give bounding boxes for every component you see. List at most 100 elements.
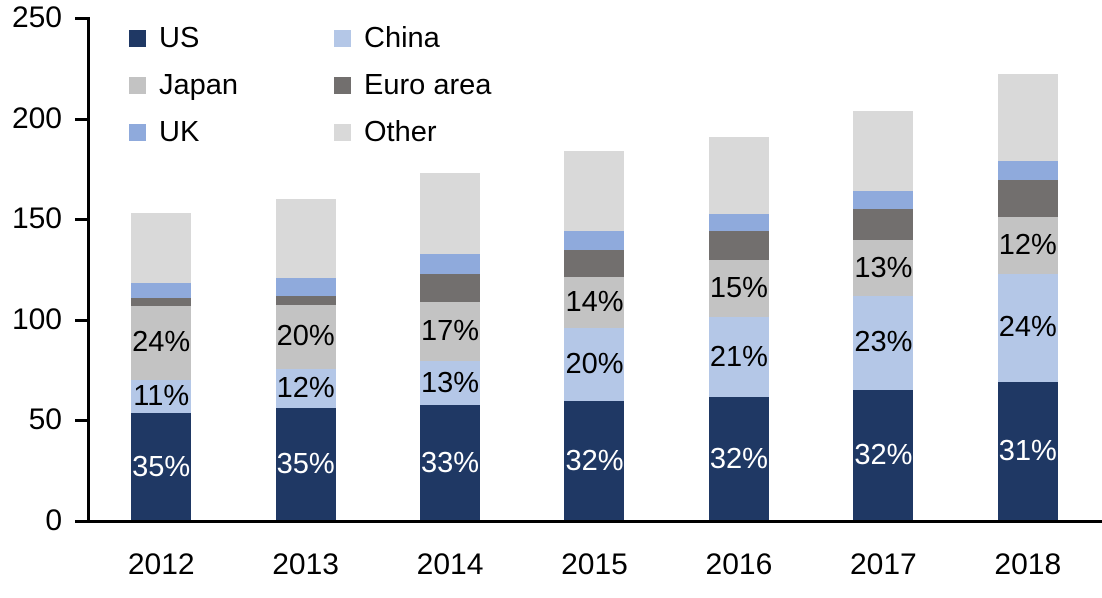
y-tick-100 bbox=[75, 318, 90, 322]
bar-2017-segment-us: 32% bbox=[853, 390, 914, 521]
bar-2018: 31% 24% 12% bbox=[997, 74, 1058, 521]
bar-column-2018: 31% 24% 12% bbox=[956, 18, 1100, 521]
bar-2017-segment-china: 23% bbox=[853, 295, 914, 391]
segment-label-us-2014: 33% bbox=[421, 446, 480, 479]
bar-2014-segment-us: 33% bbox=[420, 405, 481, 521]
segment-label-us-2012: 35% bbox=[132, 450, 191, 483]
bar-2018-segment-uk bbox=[997, 160, 1058, 180]
bar-2018-segment-us: 31% bbox=[997, 382, 1058, 521]
legend-label-euro-area: Euro area bbox=[364, 69, 492, 101]
bar-2015-segment-euro-area bbox=[564, 250, 625, 277]
bar-2018-segment-other bbox=[997, 74, 1058, 161]
bar-2017-segment-euro-area bbox=[853, 209, 914, 241]
bar-2015-segment-china: 20% bbox=[564, 327, 625, 402]
bar-2014-segment-uk bbox=[420, 254, 481, 274]
legend-label-other: Other bbox=[364, 116, 437, 148]
bar-2016-segment-us: 32% bbox=[708, 397, 769, 521]
bar-2013: 35% 12% 20% bbox=[275, 199, 336, 521]
legend-item-us: US bbox=[129, 15, 334, 62]
x-axis-line bbox=[75, 520, 1102, 523]
segment-label-us-2013: 35% bbox=[276, 448, 335, 481]
bar-2018-segment-euro-area bbox=[997, 180, 1058, 218]
bar-2012-segment-other bbox=[131, 213, 192, 283]
x-tick-label-2012: 2012 bbox=[127, 548, 195, 581]
bar-2012-segment-japan: 24% bbox=[131, 305, 192, 381]
segment-label-us-2017: 32% bbox=[854, 439, 913, 472]
bar-2016-segment-japan: 15% bbox=[708, 260, 769, 317]
bar-2017: 32% 23% 13% bbox=[853, 110, 914, 521]
legend-label-us: US bbox=[159, 22, 200, 54]
y-tick-label-100: 100 bbox=[11, 302, 62, 336]
bar-2012: 35% 11% 24% bbox=[131, 213, 192, 521]
segment-label-japan-2013: 20% bbox=[276, 320, 335, 353]
legend-label-china: China bbox=[364, 22, 440, 54]
bar-2016-segment-other bbox=[708, 136, 769, 215]
bar-2016: 32% 21% 15% bbox=[708, 136, 769, 521]
y-tick-label-250: 250 bbox=[11, 1, 62, 34]
bar-2018-segment-china: 24% bbox=[997, 273, 1058, 383]
y-tick-200 bbox=[75, 117, 90, 121]
x-tick-label-2016: 2016 bbox=[705, 548, 773, 581]
segment-label-china-2014: 13% bbox=[421, 366, 480, 399]
x-tick-label-2015: 2015 bbox=[561, 548, 628, 581]
y-tick-150 bbox=[75, 218, 90, 222]
legend-swatch-china bbox=[334, 30, 351, 47]
segment-label-japan-2018: 12% bbox=[998, 228, 1057, 261]
legend-swatch-us bbox=[129, 30, 146, 47]
legend-item-other: Other bbox=[334, 109, 491, 156]
legend-item-china: China bbox=[334, 15, 491, 62]
x-tick-label-2014: 2014 bbox=[416, 548, 484, 581]
legend-item-uk: UK bbox=[129, 109, 334, 156]
bar-column-2014: 33% 13% 17% bbox=[378, 18, 522, 521]
legend-label-uk: UK bbox=[159, 116, 200, 148]
bar-2014-segment-euro-area bbox=[420, 273, 481, 302]
x-tick-label-2018: 2018 bbox=[994, 548, 1062, 581]
x-tick-label-2013: 2013 bbox=[272, 548, 339, 581]
bar-column-2013: 35% 12% 20% bbox=[233, 18, 377, 521]
bar-2013-segment-uk bbox=[275, 277, 336, 296]
segment-label-china-2015: 20% bbox=[565, 348, 624, 381]
bar-2015-segment-uk bbox=[564, 231, 625, 251]
segment-label-china-2018: 24% bbox=[998, 311, 1057, 344]
bar-2012-segment-euro-area bbox=[131, 297, 192, 306]
legend-item-euro-area: Euro area bbox=[334, 62, 491, 109]
segment-label-japan-2017: 13% bbox=[854, 251, 913, 284]
bar-2016-segment-china: 21% bbox=[708, 316, 769, 398]
segment-label-us-2018: 31% bbox=[998, 435, 1057, 468]
bar-column-2016: 32% 21% 15% bbox=[667, 18, 811, 521]
bar-2012-segment-uk bbox=[131, 282, 192, 298]
bar-2014-segment-japan: 17% bbox=[420, 301, 481, 362]
y-tick-0 bbox=[75, 520, 90, 523]
bar-2013-segment-china: 12% bbox=[275, 369, 336, 409]
bar-2015: 32% 20% 14% bbox=[564, 150, 625, 521]
y-tick-50 bbox=[75, 419, 90, 423]
legend-item-japan: Japan bbox=[129, 62, 334, 109]
bar-column-2012: 35% 11% 24% bbox=[89, 18, 233, 521]
segment-label-japan-2016: 15% bbox=[709, 272, 768, 305]
segment-label-japan-2012: 24% bbox=[132, 326, 191, 359]
bar-2013-segment-us: 35% bbox=[275, 408, 336, 521]
plot-area: 35% 11% 24% 35% 12% 20% 33% 13% 17% 32% 20% 14% 32% 2… bbox=[89, 18, 1100, 521]
bar-2013-segment-euro-area bbox=[275, 295, 336, 305]
bar-column-2017: 32% 23% 13% bbox=[811, 18, 955, 521]
bar-2015-segment-us: 32% bbox=[564, 401, 625, 521]
bar-2017-segment-other bbox=[853, 110, 914, 192]
bar-2016-segment-uk bbox=[708, 214, 769, 232]
segment-label-japan-2015: 14% bbox=[565, 285, 624, 318]
legend: US China Japan Euro area UK Other bbox=[129, 15, 491, 156]
segment-label-china-2016: 21% bbox=[709, 340, 768, 373]
bar-2014: 33% 13% 17% bbox=[420, 172, 481, 521]
bar-2013-segment-other bbox=[275, 199, 336, 278]
bar-2012-segment-china: 11% bbox=[131, 380, 192, 414]
segment-label-china-2012: 11% bbox=[133, 380, 190, 413]
bar-2017-segment-japan: 13% bbox=[853, 240, 914, 296]
y-tick-label-150: 150 bbox=[11, 202, 62, 236]
bar-2015-segment-japan: 14% bbox=[564, 276, 625, 328]
y-tick-label-0: 0 bbox=[45, 504, 62, 537]
segment-label-japan-2014: 17% bbox=[421, 314, 480, 347]
bar-2015-segment-other bbox=[564, 150, 625, 232]
segment-label-us-2015: 32% bbox=[565, 444, 624, 477]
bar-2012-segment-us: 35% bbox=[131, 413, 192, 521]
bar-column-2015: 32% 20% 14% bbox=[522, 18, 666, 521]
